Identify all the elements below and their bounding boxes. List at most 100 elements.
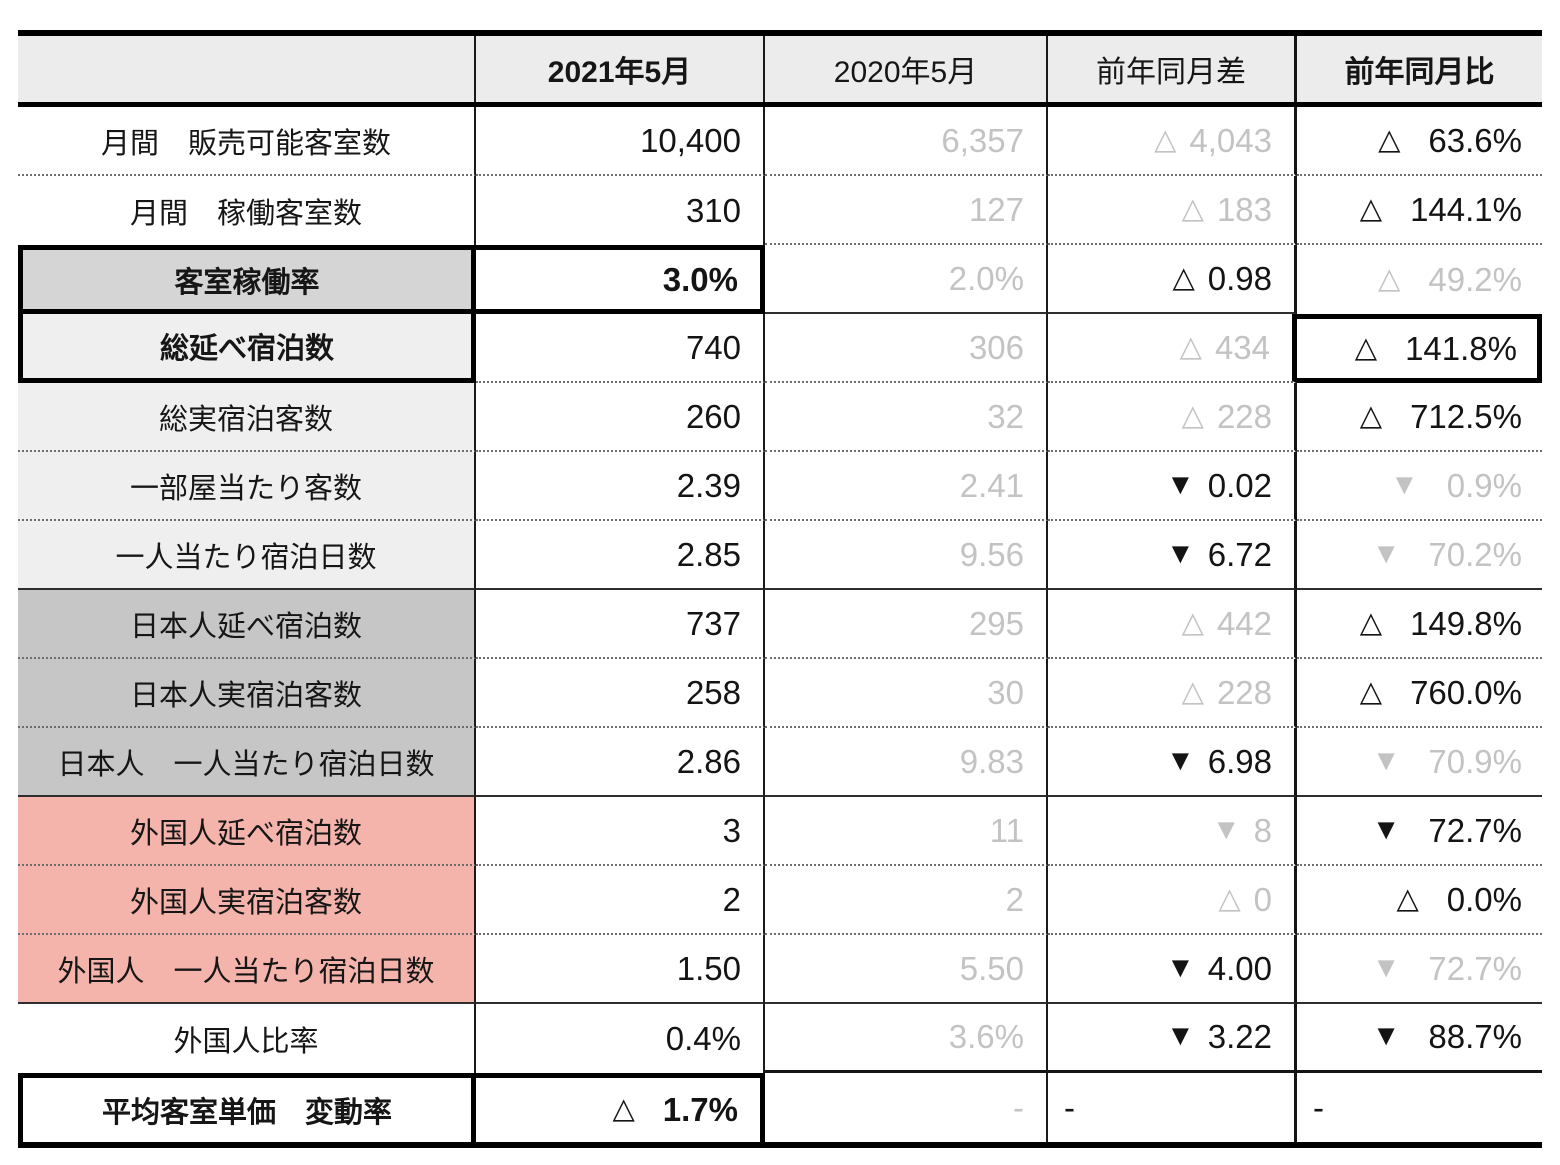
cell-value: 4,043	[1189, 121, 1272, 159]
triangle-down-icon: ▼	[1371, 744, 1401, 777]
cell-value: 144.1%	[1410, 190, 1522, 228]
triangle-down-icon: ▼	[1166, 1020, 1195, 1053]
value-cell: 1.50	[476, 935, 765, 1004]
table-header-row: 2021年5月 2020年5月 前年同月差 前年同月比	[18, 36, 1542, 107]
value-cell: 3.0%	[476, 245, 765, 314]
column-header: 前年同月比	[1297, 36, 1542, 102]
triangle-up-icon: △	[1181, 192, 1204, 225]
triangle-down-icon: ▼	[1166, 537, 1195, 570]
triangle-down-icon: ▼	[1166, 468, 1195, 501]
value-cell: 260	[476, 383, 765, 452]
cell-value: 30	[987, 673, 1024, 711]
row-label: 日本人実宿泊客数	[18, 659, 476, 728]
table-row: 総実宿泊客数 260 32 △ 228 △ 712.5%	[18, 383, 1542, 452]
cell-value: 260	[685, 397, 741, 435]
value-cell: -	[1048, 1073, 1297, 1142]
cell-value: 6,357	[941, 121, 1024, 159]
triangle-down-icon: ▼	[1371, 1020, 1401, 1053]
triangle-down-icon: ▼	[1371, 951, 1401, 984]
cell-value: 0	[1253, 880, 1272, 918]
value-cell: 295	[765, 590, 1048, 659]
value-cell: 2.85	[476, 521, 765, 590]
value-cell: △ 712.5%	[1297, 383, 1542, 452]
cell-value: 0.4%	[665, 1019, 741, 1057]
cell-value: 141.8%	[1405, 329, 1517, 367]
value-cell: △ 0	[1048, 866, 1297, 935]
row-label: 一人当たり宿泊日数	[18, 521, 476, 590]
table-row: 一部屋当たり客数 2.39 2.41 ▼ 0.02 ▼ 0.9%	[18, 452, 1542, 521]
table-row: 月間 販売可能客室数 10,400 6,357 △ 4,043 △ 63.6%	[18, 107, 1542, 176]
value-cell: ▼ 72.7%	[1297, 935, 1542, 1004]
column-header: 2020年5月	[765, 36, 1048, 102]
value-cell: 740	[476, 314, 765, 383]
cell-value: 70.2%	[1428, 535, 1522, 573]
triangle-up-icon: △	[612, 1093, 635, 1126]
triangle-up-icon: △	[1172, 261, 1195, 294]
table-row: 外国人実宿泊客数 2 2 △ 0 △ 0.0%	[18, 866, 1542, 935]
triangle-up-icon: △	[1181, 606, 1204, 639]
value-cell: 11	[765, 797, 1048, 866]
row-label: 日本人 一人当たり宿泊日数	[18, 728, 476, 797]
row-label: 平均客室単価 変動率	[18, 1073, 476, 1142]
cell-value: 3	[722, 811, 741, 849]
cell-value: 63.6%	[1428, 121, 1522, 159]
value-cell: 3	[476, 797, 765, 866]
value-cell: △ 228	[1048, 383, 1297, 452]
value-cell: ▼ 88.7%	[1297, 1004, 1542, 1073]
cell-value: 2	[1005, 880, 1024, 918]
row-label: 客室稼働率	[18, 245, 476, 314]
cell-value: 737	[685, 604, 741, 642]
value-cell: △ 183	[1048, 176, 1297, 245]
value-cell: △ 0.98	[1048, 245, 1297, 314]
cell-value: 228	[1216, 673, 1272, 711]
table-row: 外国人 一人当たり宿泊日数 1.50 5.50 ▼ 4.00 ▼ 72.7%	[18, 935, 1542, 1004]
triangle-up-icon: △	[1359, 399, 1383, 432]
value-cell: ▼ 3.22	[1048, 1004, 1297, 1073]
cell-value: 9.83	[959, 742, 1024, 780]
table-row: 日本人実宿泊客数 258 30 △ 228 △ 760.0%	[18, 659, 1542, 728]
row-label: 総実宿泊客数	[18, 383, 476, 452]
row-label: 外国人比率	[18, 1004, 476, 1073]
value-cell: △ 4,043	[1048, 107, 1297, 176]
cell-value: 72.7%	[1428, 811, 1522, 849]
triangle-down-icon: ▼	[1166, 744, 1195, 777]
value-cell: 2.86	[476, 728, 765, 797]
column-header: 2021年5月	[476, 36, 765, 102]
cell-value: 88.7%	[1428, 1018, 1522, 1055]
triangle-down-icon: ▼	[1371, 537, 1401, 570]
row-label: 日本人延べ宿泊数	[18, 590, 476, 659]
value-cell: △ 442	[1048, 590, 1297, 659]
value-cell: 2	[765, 866, 1048, 935]
value-cell: 10,400	[476, 107, 765, 176]
value-cell: △ 228	[1048, 659, 1297, 728]
cell-value: 434	[1214, 328, 1270, 366]
cell-value: 1.7%	[662, 1091, 738, 1128]
row-label: 月間 販売可能客室数	[18, 107, 476, 176]
table-row: 外国人延べ宿泊数 3 11 ▼ 8 ▼ 72.7%	[18, 797, 1542, 866]
cell-value: 32	[987, 397, 1024, 435]
value-cell: 5.50	[765, 935, 1048, 1004]
value-cell: -	[765, 1073, 1048, 1142]
cell-value: 72.7%	[1428, 949, 1522, 987]
cell-value: 1.50	[676, 949, 741, 987]
table-row: 日本人延べ宿泊数 737 295 △ 442 △ 149.8%	[18, 590, 1542, 659]
cell-value: 183	[1216, 190, 1272, 228]
table-row: 平均客室単価 変動率 △ 1.7% - - -	[18, 1073, 1542, 1142]
value-cell: -	[1297, 1073, 1542, 1142]
value-cell: △ 760.0%	[1297, 659, 1542, 728]
value-cell: 258	[476, 659, 765, 728]
triangle-up-icon: △	[1378, 262, 1401, 295]
value-cell: △ 141.8%	[1297, 314, 1542, 383]
cell-value: 70.9%	[1428, 742, 1522, 780]
cell-value: 49.2%	[1428, 260, 1522, 298]
cell-value: 306	[968, 328, 1024, 366]
table-row: 月間 稼働客室数 310 127 △ 183 △ 144.1%	[18, 176, 1542, 245]
row-label: 一部屋当たり客数	[18, 452, 476, 521]
value-cell: 3.6%	[765, 1004, 1048, 1073]
value-cell: 2.39	[476, 452, 765, 521]
value-cell: △ 434	[1048, 314, 1297, 383]
value-cell: △ 0.0%	[1297, 866, 1542, 935]
triangle-up-icon: △	[1359, 675, 1383, 708]
value-cell: 2	[476, 866, 765, 935]
cell-value: 0.9%	[1446, 466, 1522, 504]
